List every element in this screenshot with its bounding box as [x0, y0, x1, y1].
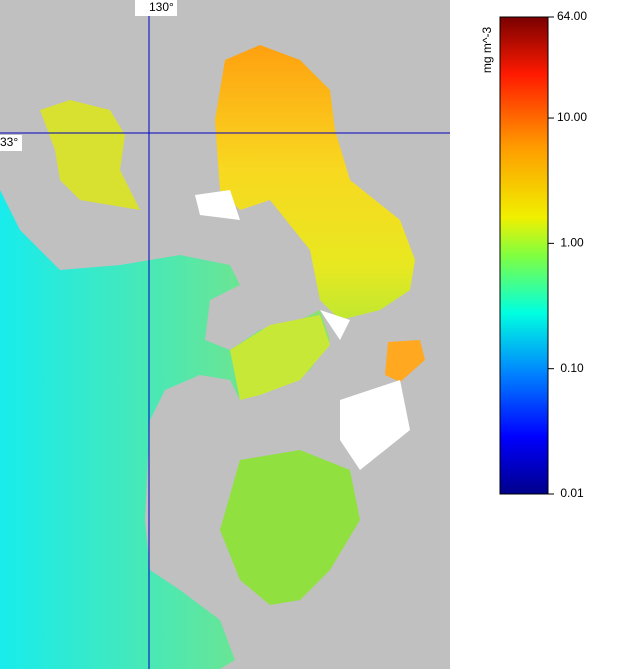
tick-label: 0.10 [560, 361, 584, 375]
colorbar-label: mg m^-3 [480, 27, 494, 74]
no-data [340, 380, 410, 470]
tick-label: 0.01 [560, 486, 584, 500]
lat-label: 33° [0, 135, 18, 149]
tick-label: 1.00 [560, 236, 584, 250]
land-peninsula [150, 380, 240, 560]
no-data [195, 190, 240, 220]
patch [385, 340, 425, 382]
bay-south [230, 315, 330, 400]
no-data [320, 310, 350, 340]
sea-east [220, 450, 360, 605]
sea-west [0, 190, 330, 669]
tick-label: 10.00 [557, 110, 587, 124]
lon-label: 130° [149, 0, 174, 14]
tick-label: 64.00 [557, 9, 587, 23]
bay [215, 45, 415, 320]
colorbar-gradient [499, 16, 549, 495]
map: 130° 33° [0, 0, 450, 669]
colorbar: mg m^-3 [480, 16, 549, 495]
label-bg [135, 0, 177, 16]
island [40, 100, 140, 210]
label-bg [0, 135, 22, 151]
